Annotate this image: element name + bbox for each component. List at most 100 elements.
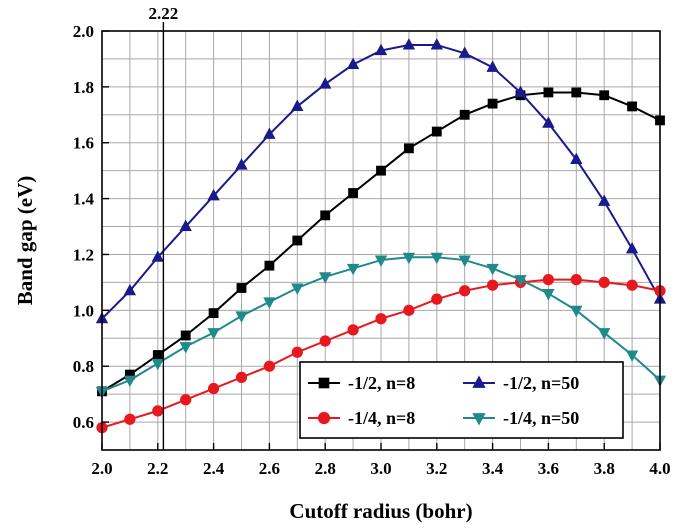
x-tick-label: 3.0 [370,459,391,478]
data-point [625,241,639,254]
data-point [376,165,386,176]
data-point [625,350,639,362]
axis-ticks: 2.0 2.2 2.4 2.6 2.8 3.0 3.2 3.4 3.6 3.8 4.0 0.6 0.8 1… [73,22,671,478]
legend-swatch-marker [317,411,331,425]
data-point [570,305,583,318]
data-point [514,85,527,97]
data-point [346,263,360,276]
y-tick-label: 1.6 [73,134,94,153]
data-point [459,109,470,120]
data-point [235,158,248,170]
legend-box [299,361,624,439]
data-point [291,99,304,111]
data-point [124,413,136,425]
data-point [542,116,555,128]
x-tick-label: 2.4 [203,459,225,478]
x-tick-label: 2.0 [91,459,112,478]
series-2 [95,38,667,324]
x-axis-label: Cutoff radius (bohr) [289,499,472,523]
data-point [487,98,498,109]
data-point [346,57,360,70]
x-tick-label: 2.2 [147,459,168,478]
data-point [486,263,499,276]
data-point [319,77,332,89]
data-point [319,272,332,284]
data-point [207,328,220,340]
legend-swatch-marker [318,377,330,389]
data-point [402,38,416,50]
legend-label: -1/2, n=50 [503,373,579,393]
data-point [179,342,192,354]
data-point [320,210,331,221]
data-point [319,335,331,347]
data-point [179,219,192,232]
data-point [123,283,137,296]
data-point [430,252,443,265]
data-point [543,87,554,98]
legend-item: -1/4, n=50 [463,408,579,428]
data-point [486,60,499,72]
data-point [152,405,164,417]
legend-label: -1/2, n=8 [348,373,415,393]
data-point [598,276,610,289]
y-tick-label: 2.0 [73,22,94,41]
data-point [375,313,387,325]
x-tick-label: 2.6 [259,459,280,478]
legend-item: -1/4, n=8 [308,408,415,428]
data-point [236,283,247,293]
data-point [292,235,303,246]
data-point [374,255,388,267]
data-point [430,38,443,50]
data-point [459,285,471,297]
data-point [180,330,191,341]
data-point [571,87,582,98]
legend-label: -1/4, n=8 [348,408,415,428]
y-tick-label: 1.8 [73,78,94,97]
data-point [151,358,164,371]
data-point [207,382,220,395]
data-point [486,279,499,291]
data-point [151,250,164,262]
data-point [347,324,359,336]
data-point [348,188,359,198]
y-tick-label: 1.0 [73,301,94,320]
data-point [570,152,583,165]
data-point [626,279,638,291]
y-tick-label: 0.6 [73,413,94,432]
series-3 [96,273,666,434]
data-point [235,371,248,383]
x-tick-label: 3.6 [538,459,559,478]
x-tick-label: 3.4 [482,459,504,478]
data-point [264,260,275,271]
data-point [291,346,303,358]
x-tick-label: 3.2 [426,459,447,478]
data-point [263,127,276,139]
x-tick-label: 2.8 [315,459,336,478]
data-point [598,328,611,340]
legend: -1/2, n=8 -1/2, n=50 -1/4, n=8 -1/4, n=50 [299,361,624,439]
x-tick-label: 3.8 [594,459,615,478]
y-tick-label: 1.4 [73,190,95,209]
data-point [514,275,527,287]
data-point [123,375,137,388]
y-axis-label: Band gap (eV) [13,176,37,306]
data-point [627,101,638,112]
data-point [542,273,555,286]
legend-item: -1/2, n=50 [463,373,579,393]
legend-swatch-marker [472,375,486,388]
data-point [542,289,555,301]
data-point [599,90,610,101]
legend-item: -1/2, n=8 [308,373,415,393]
data-point [570,273,582,286]
data-point [374,43,388,56]
data-point [402,252,416,265]
data-point [458,46,471,58]
legend-swatch-marker [472,413,486,426]
data-point [458,255,471,267]
data-point [207,188,220,201]
annotation-label: 2.22 [149,4,179,23]
data-point [431,126,442,137]
y-tick-label: 1.2 [73,245,94,264]
data-point [263,360,276,372]
